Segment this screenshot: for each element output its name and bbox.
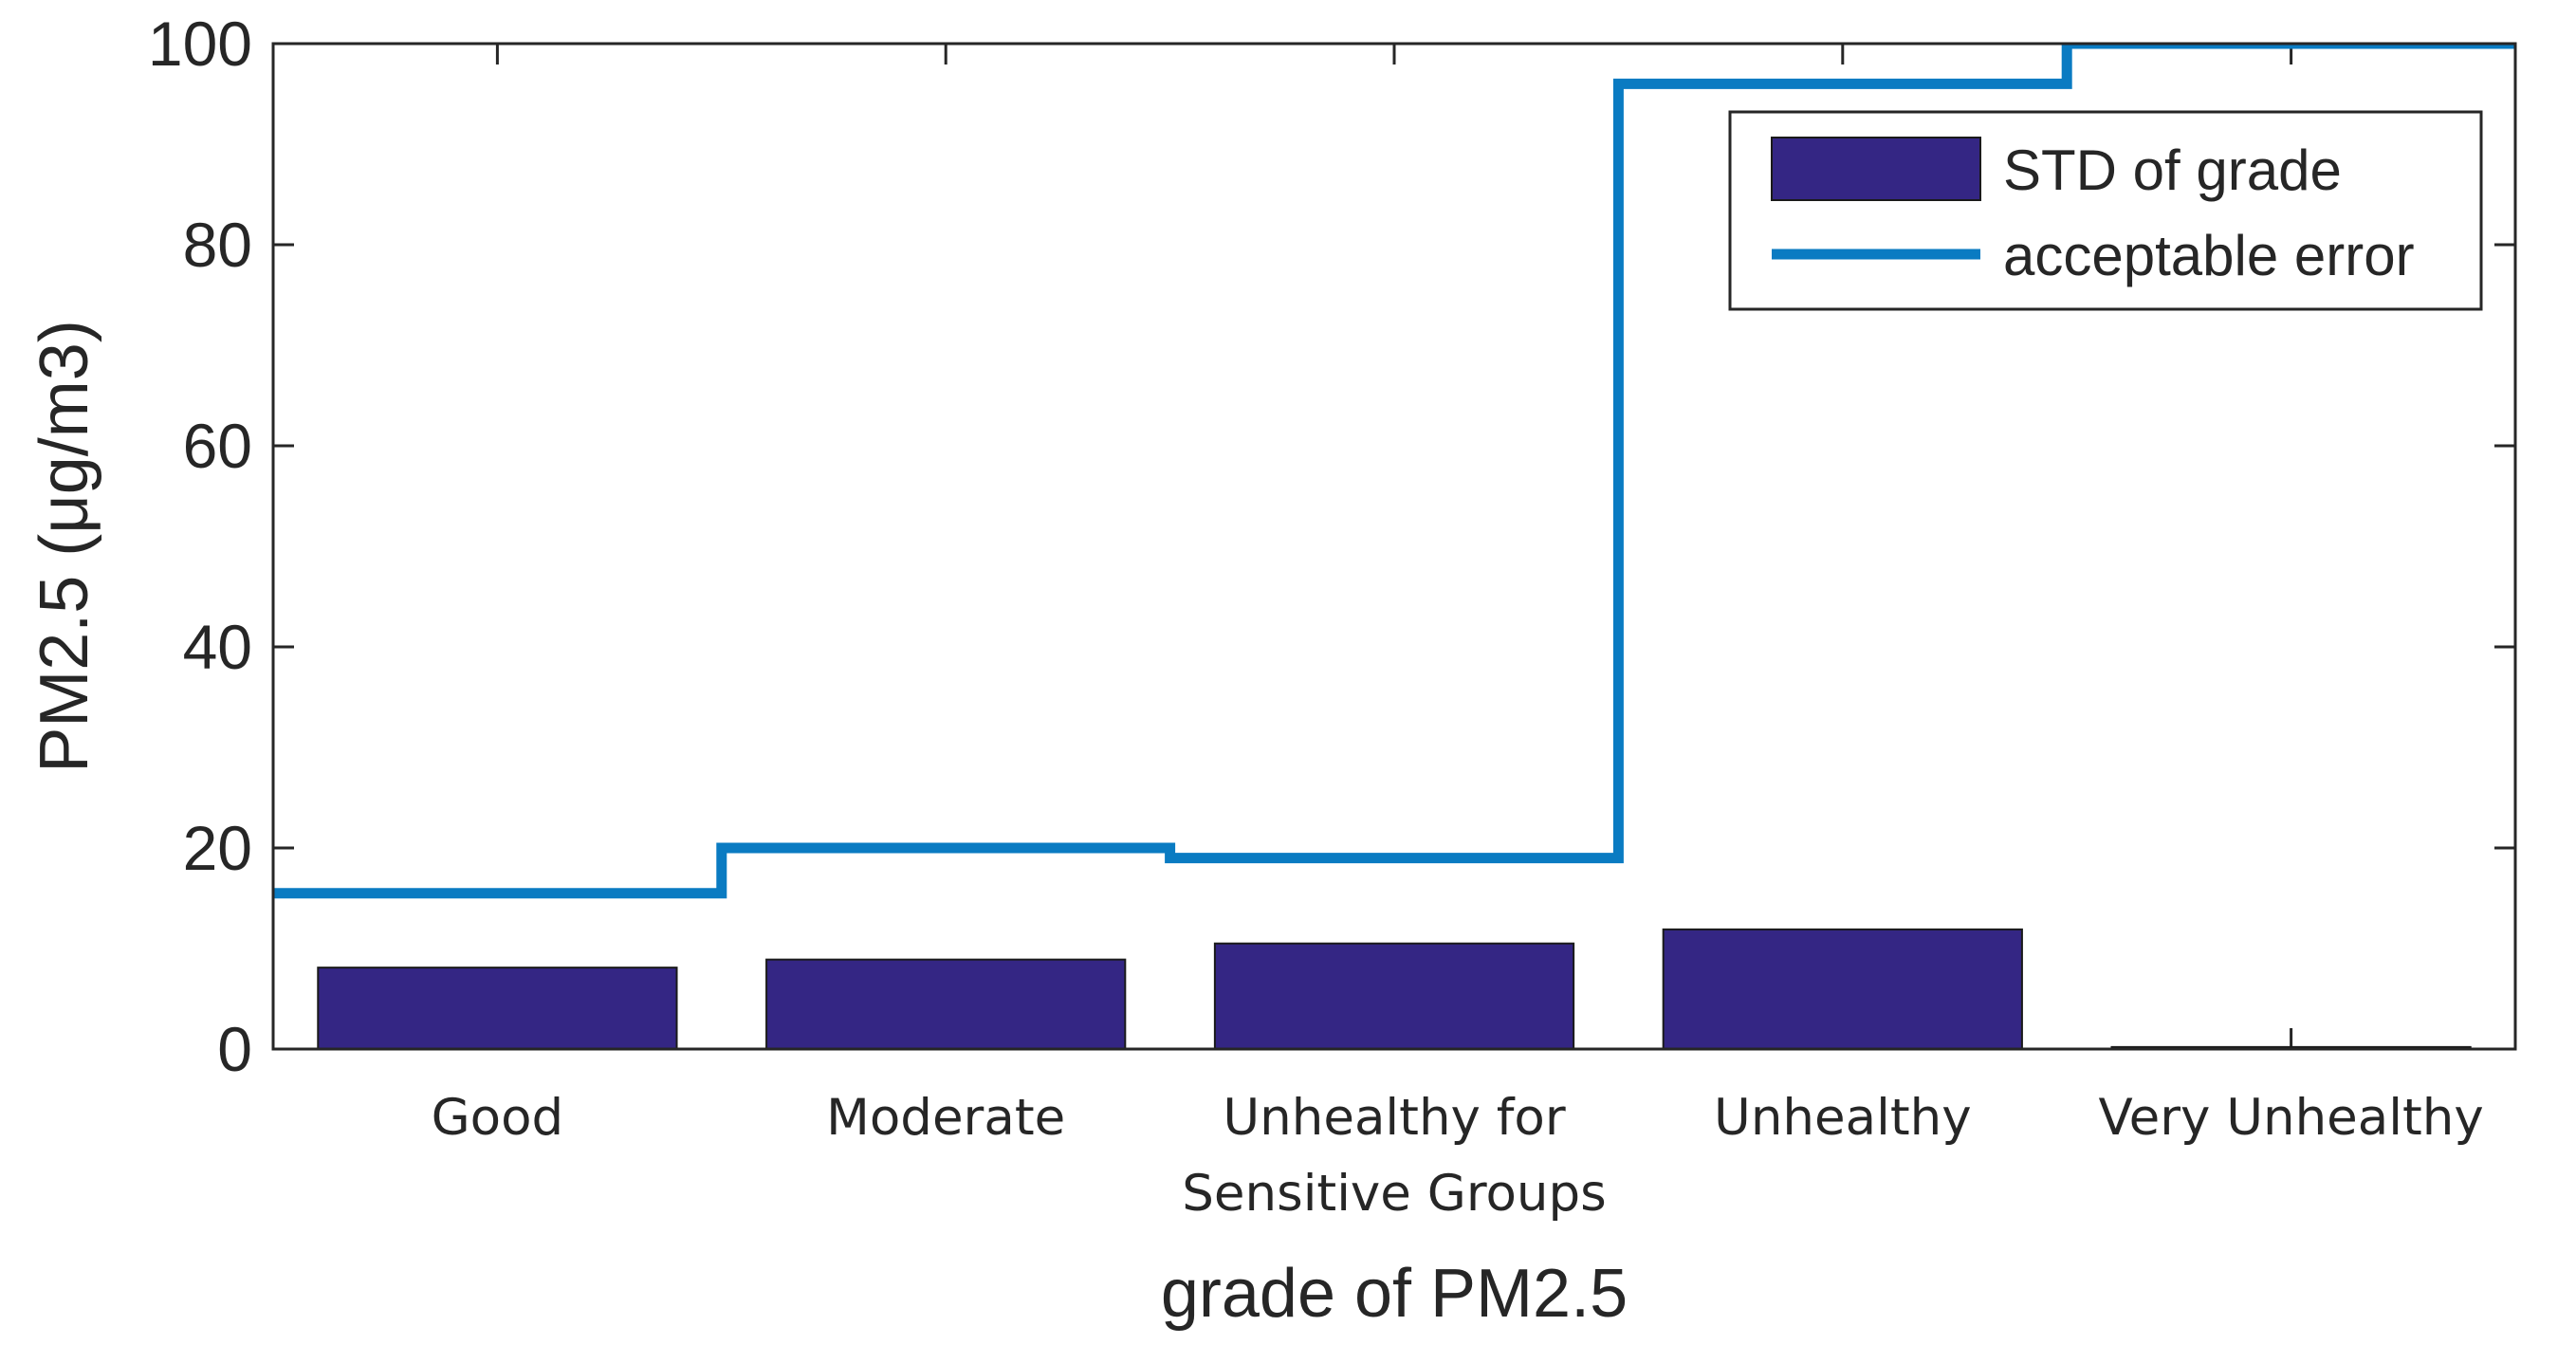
bar <box>317 967 678 1051</box>
legend-label-bar: STD of grade <box>2003 138 2342 202</box>
x-tick-label: Very Unhealthy <box>2098 1089 2483 1147</box>
acceptable-error-line <box>273 44 2515 899</box>
x-axis-title: grade of PM2.5 <box>1161 1256 1628 1332</box>
legend-label-line: acceptable error <box>2003 224 2415 287</box>
y-tick-label: 60 <box>183 411 252 481</box>
y-tick-label: 40 <box>183 612 252 682</box>
bar <box>765 958 1127 1050</box>
x-tick-label: Sensitive Groups <box>1182 1165 1606 1223</box>
x-tick-label: Moderate <box>826 1089 1065 1147</box>
x-tick-label: Unhealthy for <box>1223 1089 1565 1147</box>
x-tick-label: Unhealthy <box>1714 1089 1972 1147</box>
legend: STD of grade acceptable error <box>1728 110 2483 311</box>
x-tick-label: Good <box>432 1089 564 1147</box>
y-tick-label: 0 <box>217 1014 252 1084</box>
y-axis-title: PM2.5 (μg/m3) <box>27 320 102 773</box>
y-tick-label: 100 <box>148 9 252 79</box>
plot-frame <box>271 42 2517 1051</box>
bar <box>1662 928 2023 1050</box>
legend-swatch-bar <box>1771 137 1981 201</box>
y-tick-label: 80 <box>183 210 252 280</box>
y-tick-label: 20 <box>183 813 252 883</box>
bar <box>1213 942 1575 1051</box>
